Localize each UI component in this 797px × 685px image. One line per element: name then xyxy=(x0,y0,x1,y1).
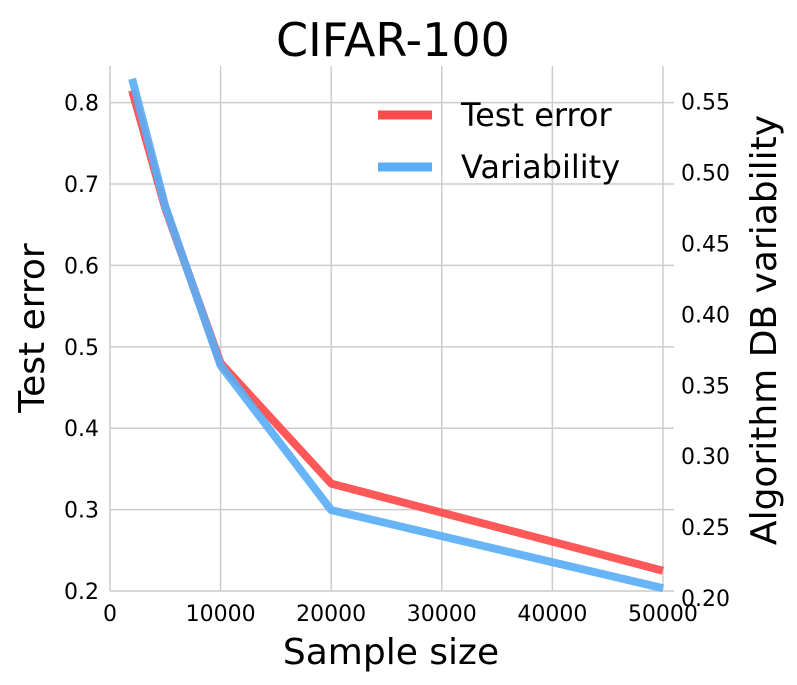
y-axis-left-ticks: 0.2 0.3 0.4 0.5 0.6 0.7 0.8 xyxy=(64,92,99,605)
grid-lines xyxy=(109,66,674,592)
series-line-variability xyxy=(128,77,664,593)
y-tick-label-right: 0.35 xyxy=(681,374,730,399)
y-tick-label-right: 0.50 xyxy=(681,161,730,186)
x-tick-label: 50000 xyxy=(628,602,698,627)
y-tick-label-right: 0.25 xyxy=(681,516,730,541)
y-tick-label-left: 0.5 xyxy=(64,336,99,361)
y-axis-right-ticks: 0.20 0.25 0.30 0.35 0.40 0.45 0.50 0.55 xyxy=(681,90,730,612)
y-tick-label-left: 0.6 xyxy=(64,254,99,279)
x-tick-label: 0 xyxy=(103,602,117,627)
y-axis-left-label: Test error xyxy=(12,243,53,414)
x-axis-ticks: 0 10000 20000 30000 40000 50000 xyxy=(103,602,698,627)
series-layer xyxy=(128,77,664,593)
y-tick-label-left: 0.7 xyxy=(64,173,99,198)
x-tick-label: 30000 xyxy=(407,602,477,627)
x-tick-label: 10000 xyxy=(186,602,256,627)
legend: Test error Variability xyxy=(378,96,620,186)
x-axis-label: Sample size xyxy=(283,632,499,673)
y-tick-label-left: 0.3 xyxy=(64,499,99,524)
y-tick-label-left: 0.8 xyxy=(64,92,99,117)
y-tick-label-right: 0.20 xyxy=(681,587,730,612)
legend-label: Test error xyxy=(460,96,613,134)
y-tick-label-right: 0.40 xyxy=(681,303,730,328)
x-tick-label: 20000 xyxy=(296,602,366,627)
y-axis-right-label: Algorithm DB variability xyxy=(744,115,785,545)
y-tick-label-left: 0.4 xyxy=(64,417,99,442)
x-tick-label: 40000 xyxy=(517,602,587,627)
y-tick-label-left: 0.2 xyxy=(64,580,99,605)
y-tick-label-right: 0.55 xyxy=(681,90,730,115)
legend-label: Variability xyxy=(461,148,620,186)
y-tick-label-right: 0.30 xyxy=(681,445,730,470)
chart-title: CIFAR-100 xyxy=(276,13,510,67)
y-tick-label-right: 0.45 xyxy=(681,232,730,257)
